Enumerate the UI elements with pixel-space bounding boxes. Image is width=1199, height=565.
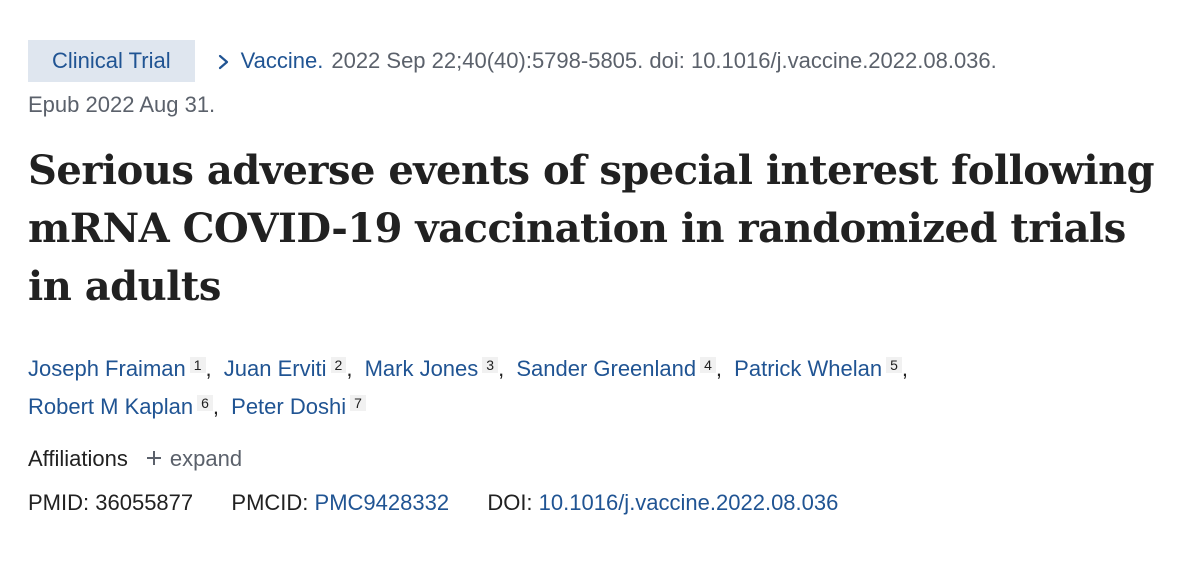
pmid-label: PMID: [28, 490, 90, 515]
author-item: Sander Greenland 4 [516, 356, 716, 381]
pmcid-label: PMCID: [231, 490, 309, 515]
affiliation-ref[interactable]: 6 [197, 394, 213, 411]
article-type-badge: Clinical Trial [28, 40, 195, 82]
author-list: Joseph Fraiman 1, Juan Erviti 2, Mark Jone… [28, 350, 1128, 426]
author-separator: , [498, 356, 505, 381]
expand-label: expand [169, 446, 243, 471]
chevron-right-icon[interactable] [213, 40, 239, 82]
author-link[interactable]: Peter Doshi [231, 394, 347, 419]
author-item: Mark Jones 3 [365, 356, 499, 381]
expand-affiliations-button[interactable]: expand [146, 442, 242, 476]
author-link[interactable]: Mark Jones [364, 356, 479, 381]
article-header: Clinical Trial Vaccine. 2022 Sep 22;40(4… [28, 40, 1178, 520]
pmcid-link[interactable]: PMC9428332 [314, 490, 450, 515]
pmid-value: 36055877 [95, 490, 194, 515]
affiliation-ref[interactable]: 4 [700, 356, 716, 373]
journal-link[interactable]: Vaccine. [240, 48, 324, 73]
affiliations-label: Affiliations [28, 446, 128, 471]
author-separator: , [205, 356, 212, 381]
affiliation-ref[interactable]: 7 [350, 394, 366, 411]
affiliations-row: Affiliations expand [28, 442, 1178, 476]
doi-label: DOI: [487, 490, 533, 515]
author-link[interactable]: Sander Greenland [516, 356, 697, 381]
author-item: Patrick Whelan 5 [734, 356, 902, 381]
affiliation-ref[interactable]: 5 [886, 356, 902, 373]
affiliation-ref[interactable]: 1 [189, 356, 206, 373]
author-link[interactable]: Joseph Fraiman [28, 356, 186, 381]
author-item: Peter Doshi 7 [231, 394, 366, 419]
author-item: Joseph Fraiman 1 [28, 356, 206, 381]
author-separator: , [901, 356, 909, 381]
doi-link[interactable]: 10.1016/j.vaccine.2022.08.036 [538, 490, 839, 515]
author-link[interactable]: Robert M Kaplan [28, 394, 194, 419]
author-link[interactable]: Patrick Whelan [734, 356, 883, 381]
plus-icon [146, 442, 162, 476]
citation-line: Clinical Trial Vaccine. 2022 Sep 22;40(4… [28, 40, 1178, 82]
article-title: Serious adverse events of special intere… [28, 147, 1155, 310]
citation-details: 2022 Sep 22;40(40):5798-5805. doi: 10.10… [331, 48, 997, 73]
affiliation-ref[interactable]: 2 [330, 356, 347, 373]
author-item: Juan Erviti 2 [224, 356, 347, 381]
author-separator: , [346, 356, 353, 381]
author-link[interactable]: Juan Erviti [223, 356, 327, 381]
author-separator: , [715, 356, 723, 381]
identifiers-row: PMID: 36055877 PMCID: PMC9428332 DOI: 10… [28, 486, 1178, 520]
epub-date: Epub 2022 Aug 31. [28, 92, 216, 117]
affiliation-ref[interactable]: 3 [482, 356, 499, 373]
author-separator: , [212, 394, 220, 419]
author-item: Robert M Kaplan 6 [28, 394, 213, 419]
